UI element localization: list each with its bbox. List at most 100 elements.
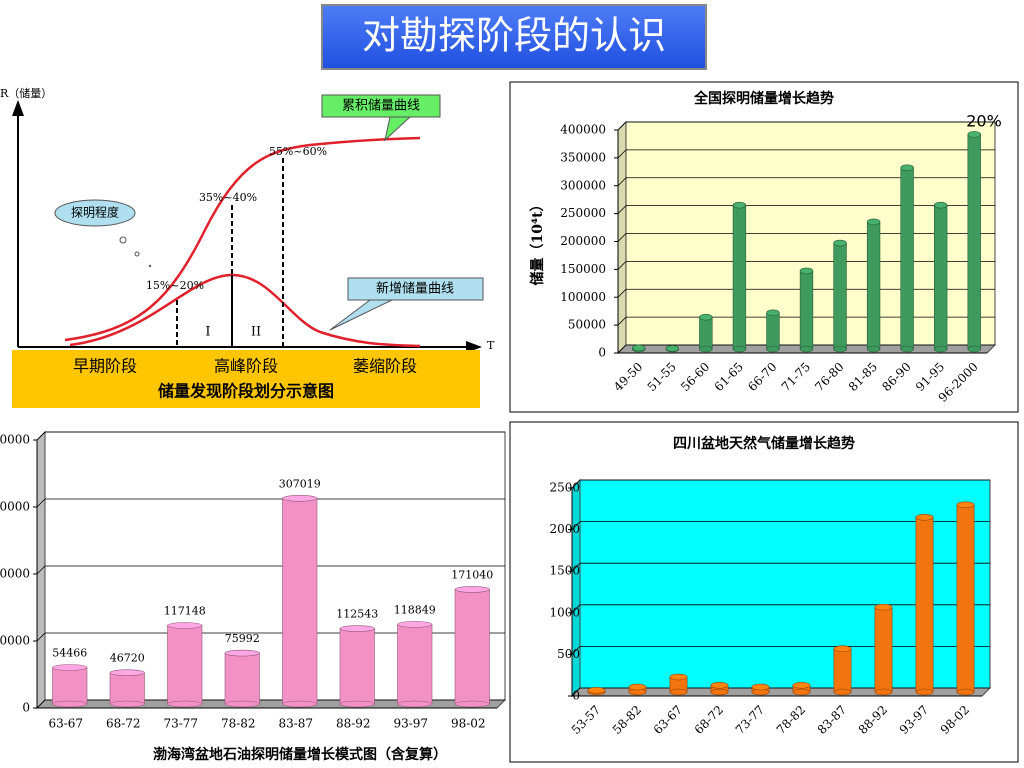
bar bbox=[628, 683, 647, 696]
y-tick-label: 100000 bbox=[0, 634, 30, 648]
y-tick-label: 1000 bbox=[549, 605, 580, 619]
x-tick-label: 53-57 bbox=[569, 703, 603, 737]
bar bbox=[956, 501, 975, 696]
data-label: 112543 bbox=[336, 608, 378, 621]
y-tick-label: 100000 bbox=[560, 290, 606, 304]
bar-body bbox=[282, 497, 318, 705]
x-tick-label: 56-60 bbox=[678, 360, 712, 394]
bar-bottom bbox=[967, 345, 981, 353]
bar-top bbox=[52, 664, 88, 671]
x-tick-label: 76-80 bbox=[812, 360, 846, 394]
plot-side bbox=[571, 478, 581, 698]
bar-body bbox=[167, 625, 203, 705]
bar-bottom bbox=[934, 345, 948, 353]
bar-body bbox=[956, 504, 975, 693]
y-tick-label: 350000 bbox=[560, 150, 606, 164]
grid-line bbox=[36, 565, 505, 575]
caption: 储量发现阶段划分示意图 bbox=[157, 382, 334, 401]
bar-body bbox=[454, 589, 490, 705]
pct-label: 15%~20% bbox=[146, 279, 204, 292]
y-tick-label: 500 bbox=[557, 647, 580, 661]
x-tick-label: 63-67 bbox=[651, 703, 685, 737]
grid-line bbox=[571, 479, 990, 489]
x-tick-label: 81-85 bbox=[846, 360, 880, 394]
bar-top bbox=[866, 218, 881, 226]
bar-top bbox=[710, 682, 729, 689]
bar bbox=[454, 586, 490, 708]
data-label: 46720 bbox=[110, 652, 145, 665]
data-label: 171040 bbox=[451, 568, 493, 581]
bar bbox=[866, 218, 881, 353]
x-axis-label: T bbox=[487, 339, 495, 352]
bar bbox=[766, 309, 780, 353]
bar-bottom bbox=[167, 700, 203, 708]
y-tick-label: 2000 bbox=[549, 522, 580, 536]
callout bbox=[347, 277, 484, 301]
x-tick-label: 93-97 bbox=[897, 703, 931, 737]
bar-top bbox=[967, 131, 981, 138]
bar bbox=[397, 621, 433, 708]
bar-top bbox=[833, 239, 847, 247]
incremental-curve bbox=[69, 273, 421, 348]
x-tick-label: 58-82 bbox=[610, 703, 644, 737]
y-tick-label: 300000 bbox=[0, 500, 30, 514]
x-tick-label: 51-55 bbox=[645, 360, 679, 394]
grid-line bbox=[36, 498, 505, 508]
chart-title: 全国探明储量增长趋势 bbox=[693, 90, 834, 107]
y-tick-label: 300000 bbox=[560, 178, 606, 192]
bar-bottom bbox=[956, 688, 975, 696]
bar-body bbox=[874, 606, 893, 693]
x-tick-label: 63-67 bbox=[48, 717, 83, 731]
y-tick-label: 400000 bbox=[560, 123, 606, 137]
bar-top bbox=[751, 683, 770, 691]
bar-bottom bbox=[339, 700, 375, 708]
bar-bottom bbox=[669, 688, 688, 696]
bar-top bbox=[454, 586, 490, 593]
bar-bottom bbox=[833, 688, 852, 696]
bar bbox=[833, 645, 852, 696]
data-label: 118849 bbox=[394, 603, 436, 616]
cloud-label: 探明程度 bbox=[71, 205, 119, 220]
x-tick-label: 66-70 bbox=[745, 360, 779, 394]
x-tick-label: 73-77 bbox=[733, 703, 767, 737]
grid-line bbox=[36, 431, 505, 441]
chart-title: 四川盆地天然气储量增长趋势 bbox=[673, 435, 855, 452]
bar-bottom bbox=[109, 700, 145, 708]
grid-line bbox=[617, 177, 995, 187]
bar bbox=[710, 682, 729, 696]
x-tick-label: 98-02 bbox=[451, 717, 486, 731]
bar-top bbox=[915, 513, 934, 521]
bar-body bbox=[866, 221, 881, 350]
x-tick-label: 78-82 bbox=[221, 717, 256, 731]
cloud-dot bbox=[134, 251, 140, 257]
stage-label: 萎缩阶段 bbox=[353, 357, 417, 376]
title-box bbox=[321, 4, 707, 70]
data-label: 307019 bbox=[279, 477, 321, 490]
pct-label: 55%~60% bbox=[269, 145, 327, 158]
bar-bottom bbox=[710, 688, 729, 696]
callout-tail bbox=[329, 299, 393, 331]
bar-body bbox=[699, 316, 713, 350]
bar bbox=[934, 201, 948, 353]
bar-top bbox=[282, 494, 318, 502]
stage-diagram: R（储量） T 55%~60% 35%~40% 15%~20% I II 累积储… bbox=[0, 86, 495, 408]
chart-title: 渤海湾盆地石油探明储量增长模式图（含复算） bbox=[153, 746, 447, 763]
chart-frame bbox=[509, 421, 1019, 763]
bar bbox=[52, 664, 88, 708]
bar-top bbox=[699, 313, 713, 321]
bar-top bbox=[224, 649, 260, 657]
annotation: 20% bbox=[966, 112, 1002, 131]
x-tick-label: 98-02 bbox=[938, 703, 972, 737]
y-axis-label: R（储量） bbox=[0, 86, 52, 100]
x-tick-label: 71-75 bbox=[779, 360, 813, 394]
bar-body bbox=[900, 167, 914, 350]
y-tick-label: 200000 bbox=[0, 567, 30, 581]
x-tick-label: 68-72 bbox=[692, 703, 726, 737]
bar-bottom bbox=[732, 345, 747, 353]
bar-bottom bbox=[224, 700, 260, 708]
bar-body bbox=[833, 242, 847, 350]
data-label: 75992 bbox=[225, 632, 260, 645]
bar bbox=[669, 673, 688, 696]
bar-top bbox=[766, 309, 780, 317]
